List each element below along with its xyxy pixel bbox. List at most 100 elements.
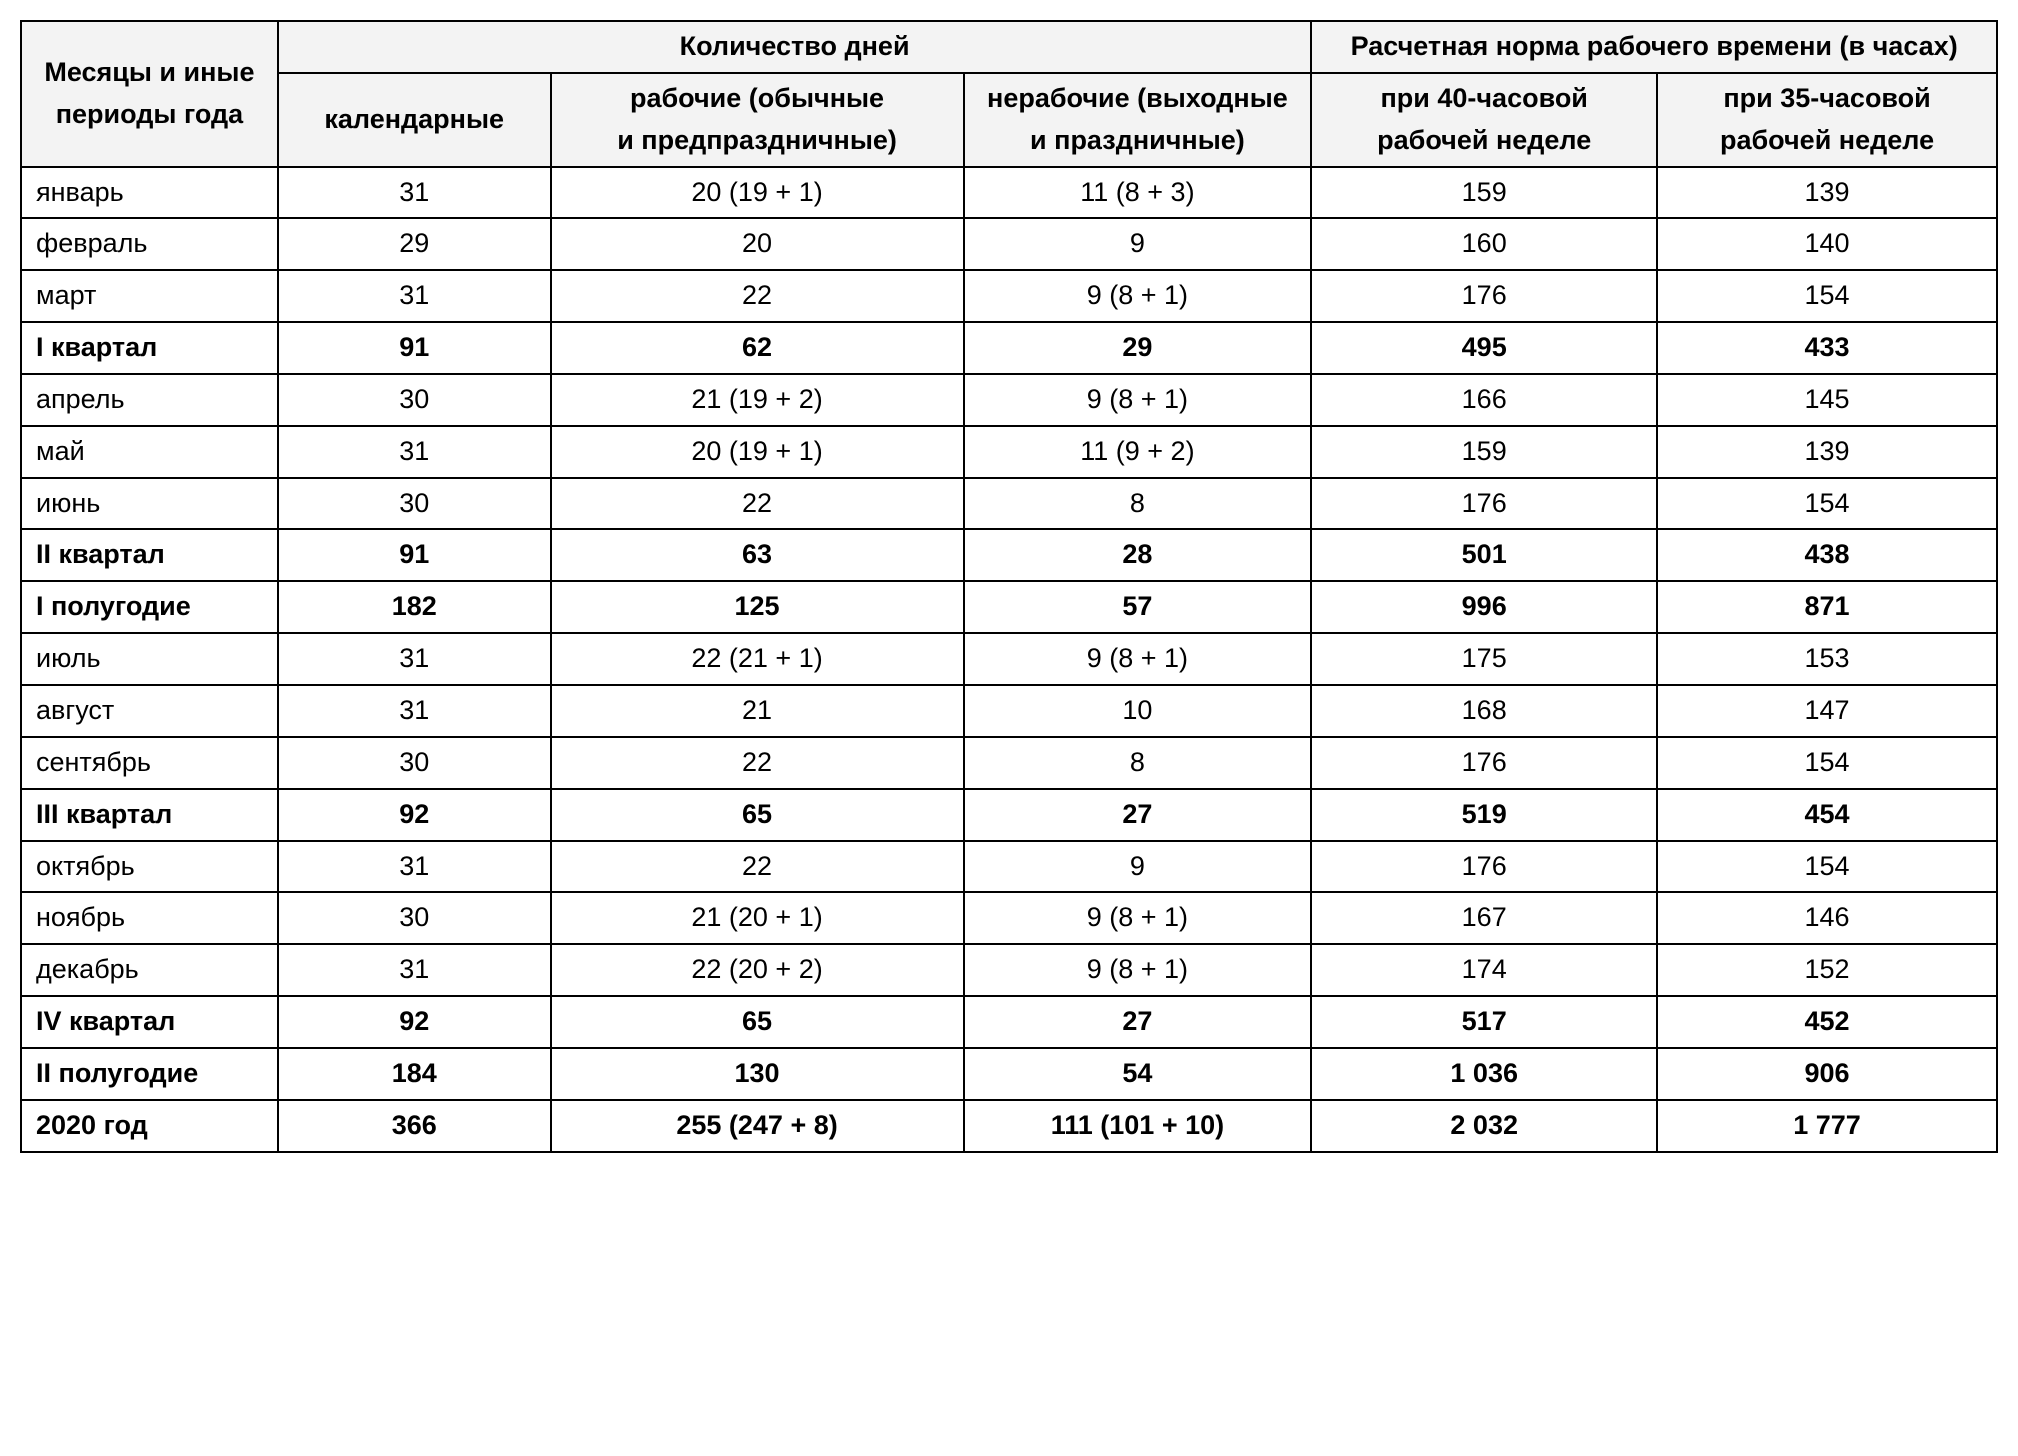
cell-calendar-days: 30 xyxy=(278,478,551,530)
cell-working-days: 20 xyxy=(551,218,964,270)
cell-hours-35: 140 xyxy=(1657,218,1997,270)
cell-hours-35: 154 xyxy=(1657,841,1997,893)
cell-period: сентябрь xyxy=(21,737,278,789)
cell-period: II квартал xyxy=(21,529,278,581)
cell-nonworking-days: 9 xyxy=(964,218,1312,270)
table-header: Месяцы и иные периоды года Количество дн… xyxy=(21,21,1997,167)
cell-hours-35: 146 xyxy=(1657,892,1997,944)
table-row: октябрь31229176154 xyxy=(21,841,1997,893)
cell-working-days: 63 xyxy=(551,529,964,581)
cell-calendar-days: 92 xyxy=(278,789,551,841)
cell-calendar-days: 31 xyxy=(278,270,551,322)
cell-hours-35: 139 xyxy=(1657,167,1997,219)
cell-hours-40: 501 xyxy=(1311,529,1657,581)
cell-working-days: 21 (19 + 2) xyxy=(551,374,964,426)
table-row: июль3122 (21 + 1)9 (8 + 1)175153 xyxy=(21,633,1997,685)
table-row: январь3120 (19 + 1)11 (8 + 3)159139 xyxy=(21,167,1997,219)
cell-nonworking-days: 9 (8 + 1) xyxy=(964,374,1312,426)
cell-calendar-days: 30 xyxy=(278,892,551,944)
cell-working-days: 22 xyxy=(551,478,964,530)
cell-period: ноябрь xyxy=(21,892,278,944)
table-row: ноябрь3021 (20 + 1)9 (8 + 1)167146 xyxy=(21,892,1997,944)
cell-nonworking-days: 54 xyxy=(964,1048,1312,1100)
cell-calendar-days: 92 xyxy=(278,996,551,1048)
cell-period: август xyxy=(21,685,278,737)
header-hours-35: при 35-часовой рабочей неделе xyxy=(1657,73,1997,167)
table-row: май3120 (19 + 1)11 (9 + 2)159139 xyxy=(21,426,1997,478)
cell-period: I квартал xyxy=(21,322,278,374)
cell-hours-35: 139 xyxy=(1657,426,1997,478)
cell-calendar-days: 29 xyxy=(278,218,551,270)
cell-nonworking-days: 9 (8 + 1) xyxy=(964,270,1312,322)
table-row: август312110168147 xyxy=(21,685,1997,737)
cell-hours-35: 154 xyxy=(1657,737,1997,789)
cell-hours-35: 1 777 xyxy=(1657,1100,1997,1152)
table-row: I полугодие18212557996871 xyxy=(21,581,1997,633)
cell-hours-40: 519 xyxy=(1311,789,1657,841)
cell-working-days: 130 xyxy=(551,1048,964,1100)
table-row: I квартал916229495433 xyxy=(21,322,1997,374)
cell-hours-40: 159 xyxy=(1311,426,1657,478)
cell-nonworking-days: 9 xyxy=(964,841,1312,893)
cell-period: февраль xyxy=(21,218,278,270)
header-periods: Месяцы и иные периоды года xyxy=(21,21,278,167)
cell-hours-35: 906 xyxy=(1657,1048,1997,1100)
header-hours-group: Расчетная норма рабочего времени (в часа… xyxy=(1311,21,1997,73)
cell-nonworking-days: 27 xyxy=(964,789,1312,841)
cell-calendar-days: 31 xyxy=(278,633,551,685)
cell-working-days: 22 xyxy=(551,841,964,893)
cell-hours-35: 147 xyxy=(1657,685,1997,737)
cell-hours-35: 145 xyxy=(1657,374,1997,426)
cell-hours-40: 167 xyxy=(1311,892,1657,944)
cell-hours-40: 1 036 xyxy=(1311,1048,1657,1100)
cell-hours-35: 433 xyxy=(1657,322,1997,374)
cell-hours-40: 495 xyxy=(1311,322,1657,374)
cell-period: январь xyxy=(21,167,278,219)
cell-period: I полугодие xyxy=(21,581,278,633)
table-row: II полугодие184130541 036906 xyxy=(21,1048,1997,1100)
cell-hours-40: 176 xyxy=(1311,841,1657,893)
cell-period: октябрь xyxy=(21,841,278,893)
cell-calendar-days: 91 xyxy=(278,529,551,581)
work-calendar-table: Месяцы и иные периоды года Количество дн… xyxy=(20,20,1998,1153)
cell-working-days: 21 (20 + 1) xyxy=(551,892,964,944)
cell-period: март xyxy=(21,270,278,322)
header-working-days: рабочие (обычные и предпраздничные) xyxy=(551,73,964,167)
cell-nonworking-days: 28 xyxy=(964,529,1312,581)
cell-nonworking-days: 29 xyxy=(964,322,1312,374)
cell-hours-35: 454 xyxy=(1657,789,1997,841)
cell-nonworking-days: 9 (8 + 1) xyxy=(964,892,1312,944)
cell-hours-40: 166 xyxy=(1311,374,1657,426)
cell-calendar-days: 31 xyxy=(278,841,551,893)
cell-hours-35: 452 xyxy=(1657,996,1997,1048)
cell-calendar-days: 366 xyxy=(278,1100,551,1152)
cell-calendar-days: 31 xyxy=(278,167,551,219)
cell-hours-40: 2 032 xyxy=(1311,1100,1657,1152)
table-row: июнь30228176154 xyxy=(21,478,1997,530)
cell-calendar-days: 31 xyxy=(278,944,551,996)
cell-nonworking-days: 8 xyxy=(964,737,1312,789)
table-row: III квартал926527519454 xyxy=(21,789,1997,841)
cell-nonworking-days: 57 xyxy=(964,581,1312,633)
cell-working-days: 255 (247 + 8) xyxy=(551,1100,964,1152)
cell-nonworking-days: 9 (8 + 1) xyxy=(964,944,1312,996)
cell-hours-35: 152 xyxy=(1657,944,1997,996)
cell-hours-40: 168 xyxy=(1311,685,1657,737)
cell-hours-35: 153 xyxy=(1657,633,1997,685)
cell-working-days: 22 (20 + 2) xyxy=(551,944,964,996)
cell-hours-40: 176 xyxy=(1311,737,1657,789)
cell-hours-40: 176 xyxy=(1311,478,1657,530)
cell-nonworking-days: 111 (101 + 10) xyxy=(964,1100,1312,1152)
table-row: IV квартал926527517452 xyxy=(21,996,1997,1048)
cell-working-days: 65 xyxy=(551,996,964,1048)
table-row: март31229 (8 + 1)176154 xyxy=(21,270,1997,322)
cell-calendar-days: 184 xyxy=(278,1048,551,1100)
cell-period: июнь xyxy=(21,478,278,530)
cell-hours-40: 996 xyxy=(1311,581,1657,633)
cell-nonworking-days: 11 (9 + 2) xyxy=(964,426,1312,478)
cell-nonworking-days: 11 (8 + 3) xyxy=(964,167,1312,219)
cell-hours-40: 174 xyxy=(1311,944,1657,996)
cell-period: июль xyxy=(21,633,278,685)
cell-calendar-days: 30 xyxy=(278,737,551,789)
cell-working-days: 22 xyxy=(551,737,964,789)
